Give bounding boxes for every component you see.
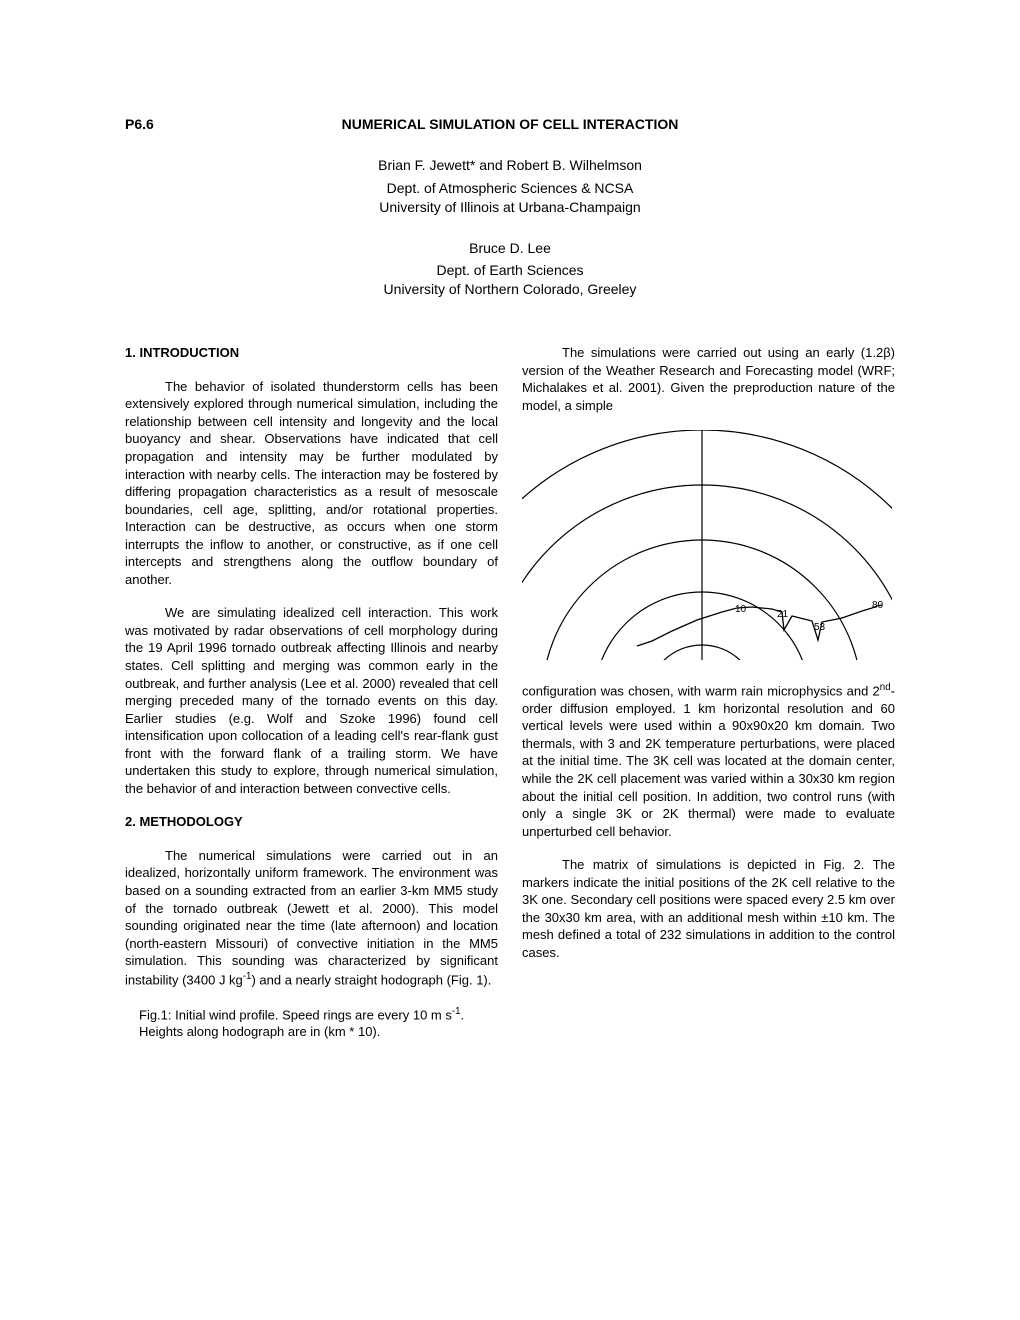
page: P6.6 NUMERICAL SIMULATION OF CELL INTERA…: [0, 0, 1020, 1320]
left-column: 1. INTRODUCTION The behavior of isolated…: [125, 344, 498, 1041]
author-block-1: Brian F. Jewett* and Robert B. Wilhelmso…: [125, 156, 895, 217]
authors-1: Brian F. Jewett* and Robert B. Wilhelmso…: [125, 156, 895, 175]
section-1-p2: We are simulating idealized cell interac…: [125, 604, 498, 797]
section-2-p1: The numerical simulations were carried o…: [125, 847, 498, 989]
s2p3-part1: configuration was chosen, with warm rain…: [522, 683, 880, 698]
section-1-p1: The behavior of isolated thunderstorm ce…: [125, 378, 498, 589]
fig1-caption: Fig.1: Initial wind profile. Speed rings…: [139, 1005, 498, 1041]
two-column-body: 1. INTRODUCTION The behavior of isolated…: [125, 344, 895, 1041]
svg-text:10: 10: [735, 604, 747, 615]
fig1-cap-p1: Fig.1: Initial wind profile. Speed rings…: [139, 1007, 452, 1022]
section-2-p2: The simulations were carried out using a…: [522, 344, 895, 414]
paper-number: P6.6: [125, 115, 154, 134]
author-block-2: Bruce D. Lee Dept. of Earth Sciences Uni…: [125, 239, 895, 300]
hodograph-svg: 10 21 53 80: [522, 430, 892, 660]
s2p1-part1: The numerical simulations were carried o…: [125, 848, 498, 987]
dept-2: Dept. of Earth Sciences: [125, 261, 895, 280]
section-2-p3: configuration was chosen, with warm rain…: [522, 681, 895, 840]
svg-text:53: 53: [814, 622, 826, 633]
section-1-head: 1. INTRODUCTION: [125, 344, 498, 362]
s2p1-part2: ) and a nearly straight hodograph (Fig. …: [251, 972, 491, 987]
univ-1: University of Illinois at Urbana-Champai…: [125, 198, 895, 217]
fig1-cap-sup: -1: [452, 1006, 461, 1017]
svg-text:80: 80: [872, 600, 884, 611]
dept-1: Dept. of Atmospheric Sciences & NCSA: [125, 179, 895, 198]
section-2-p4: The matrix of simulations is depicted in…: [522, 856, 895, 961]
univ-2: University of Northern Colorado, Greeley: [125, 280, 895, 299]
hodograph-figure: 10 21 53 80: [522, 430, 895, 665]
svg-text:21: 21: [777, 609, 789, 620]
section-2-head: 2. METHODOLOGY: [125, 813, 498, 831]
s2p3-sup: nd: [880, 682, 891, 693]
s2p3-part2: -order diffusion employed. 1 km horizont…: [522, 683, 895, 838]
authors-2: Bruce D. Lee: [125, 239, 895, 258]
paper-title: NUMERICAL SIMULATION OF CELL INTERACTION: [125, 115, 895, 134]
right-column: The simulations were carried out using a…: [522, 344, 895, 1041]
